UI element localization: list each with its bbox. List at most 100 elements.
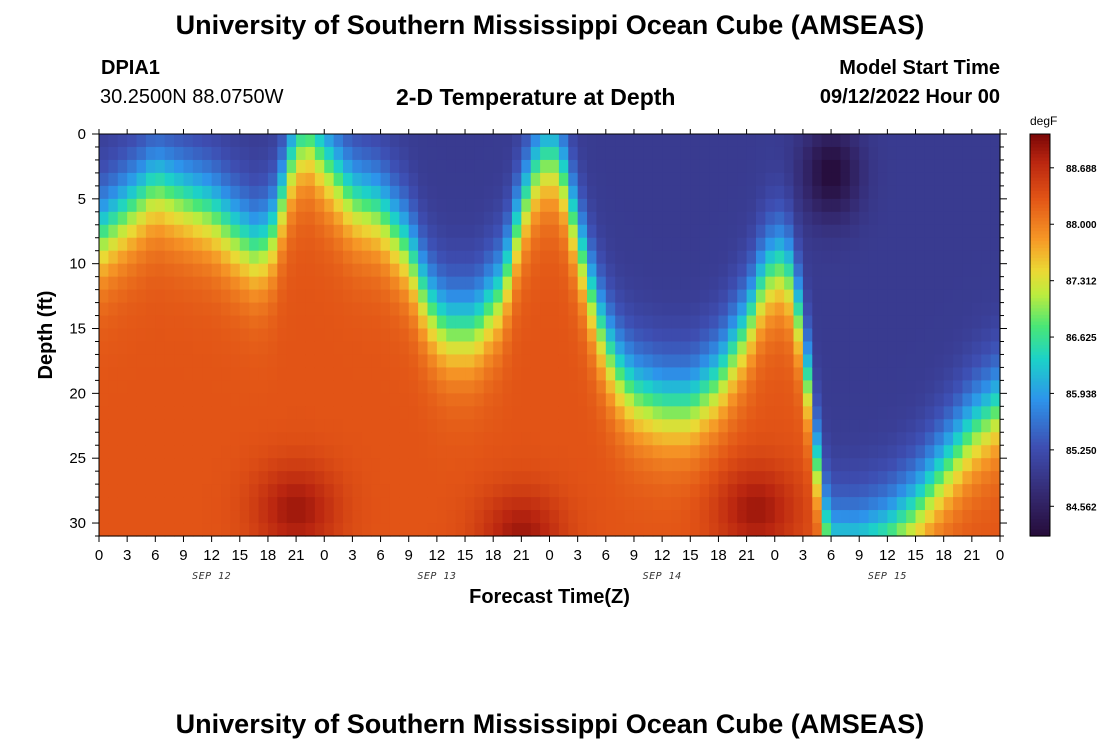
heatmap-cell xyxy=(981,289,992,304)
heatmap-cell xyxy=(568,237,579,252)
heatmap-cell xyxy=(446,354,457,369)
heatmap-cell xyxy=(943,289,954,304)
heatmap-cell xyxy=(746,134,757,148)
heatmap-cell xyxy=(380,315,391,330)
heatmap-cell xyxy=(474,393,485,407)
heatmap-cell xyxy=(605,185,616,200)
heatmap-cell xyxy=(267,419,278,433)
heatmap-cell xyxy=(718,419,729,433)
heatmap-cell xyxy=(812,302,823,317)
heatmap-cell xyxy=(502,419,513,433)
heatmap-cell xyxy=(117,224,128,239)
heatmap-cell xyxy=(465,315,476,330)
heatmap-cell xyxy=(136,172,147,187)
heatmap-cell xyxy=(314,159,325,174)
heatmap-cell xyxy=(436,185,447,200)
heatmap-cell xyxy=(99,380,109,394)
heatmap-cell xyxy=(915,172,926,187)
heatmap-cell xyxy=(174,341,185,356)
heatmap-cell xyxy=(399,471,410,485)
heatmap-cell xyxy=(746,445,757,459)
heatmap-cell xyxy=(164,484,175,498)
heatmap-cell xyxy=(333,237,344,252)
heatmap-cell xyxy=(343,224,354,239)
heatmap-cell xyxy=(971,276,982,291)
heatmap-cell xyxy=(821,315,832,330)
heatmap-cell xyxy=(258,315,269,330)
heatmap-cell xyxy=(99,354,109,369)
heatmap-cell xyxy=(990,354,1001,369)
heatmap-cell xyxy=(990,302,1001,317)
heatmap-cell xyxy=(915,146,926,161)
heatmap-cell xyxy=(906,185,917,200)
heatmap-cell xyxy=(352,458,363,472)
heatmap-cell xyxy=(568,393,579,407)
heatmap-cell xyxy=(371,198,382,213)
heatmap-cell xyxy=(474,367,485,381)
heatmap-cell xyxy=(821,341,832,356)
heatmap-cell xyxy=(521,380,532,394)
heatmap-cell xyxy=(305,484,316,498)
heatmap-cell xyxy=(727,380,738,394)
heatmap-cell xyxy=(418,432,429,446)
heatmap-cell xyxy=(924,302,935,317)
heatmap-cell xyxy=(915,224,926,239)
model-start-value: 09/12/2022 Hour 00 xyxy=(819,86,1000,108)
heatmap-cell xyxy=(183,276,194,291)
heatmap-cell xyxy=(784,289,795,304)
heatmap-cell xyxy=(587,250,598,265)
heatmap-cell xyxy=(511,406,522,420)
heatmap-cell xyxy=(277,367,288,381)
heatmap-cell xyxy=(831,185,842,200)
heatmap-cell xyxy=(314,523,325,537)
colorbar-segment xyxy=(1030,221,1050,226)
heatmap-cell xyxy=(202,419,213,433)
heatmap-cell xyxy=(446,432,457,446)
heatmap-cell xyxy=(174,354,185,369)
heatmap-cell xyxy=(849,406,860,420)
heatmap-cell xyxy=(671,484,682,498)
heatmap-cell xyxy=(680,237,691,252)
heatmap-cell xyxy=(709,341,720,356)
heatmap-cell xyxy=(727,367,738,381)
heatmap-cell xyxy=(877,289,888,304)
heatmap-cell xyxy=(652,224,663,239)
heatmap-cell xyxy=(99,250,109,265)
heatmap-cell xyxy=(502,328,513,343)
heatmap-cell xyxy=(511,484,522,498)
heatmap-cell xyxy=(493,393,504,407)
heatmap-cell xyxy=(577,172,588,187)
heatmap-cell xyxy=(221,471,231,485)
heatmap-cell xyxy=(99,185,109,200)
heatmap-cell xyxy=(314,250,325,265)
heatmap-cell xyxy=(183,406,194,420)
heatmap-cell xyxy=(849,328,860,343)
heatmap-cell xyxy=(596,276,607,291)
heatmap-cell xyxy=(718,185,729,200)
x-tick-label: 15 xyxy=(231,547,248,564)
heatmap-cell xyxy=(502,497,513,511)
heatmap-cell xyxy=(427,445,438,459)
heatmap-cell xyxy=(296,263,307,278)
heatmap-cell xyxy=(709,445,720,459)
colorbar-segment xyxy=(1030,137,1050,142)
colorbar-segment xyxy=(1030,475,1050,480)
heatmap-cell xyxy=(587,211,598,226)
heatmap-cell xyxy=(164,315,175,330)
heatmap-cell xyxy=(399,263,410,278)
heatmap-cell xyxy=(821,250,832,265)
heatmap-cell xyxy=(277,432,288,446)
heatmap-cell xyxy=(183,510,194,524)
heatmap-cell xyxy=(202,159,213,174)
heatmap-cell xyxy=(183,445,194,459)
heatmap-cell xyxy=(371,341,382,356)
heatmap-cell xyxy=(981,198,992,213)
heatmap-cell xyxy=(540,224,551,239)
heatmap-cell xyxy=(455,302,466,317)
heatmap-cell xyxy=(465,159,476,174)
x-tick-label: 15 xyxy=(907,547,924,564)
heatmap-cell xyxy=(99,432,109,446)
heatmap-cell xyxy=(737,224,748,239)
heatmap-cell xyxy=(145,458,156,472)
heatmap-cell xyxy=(465,406,476,420)
